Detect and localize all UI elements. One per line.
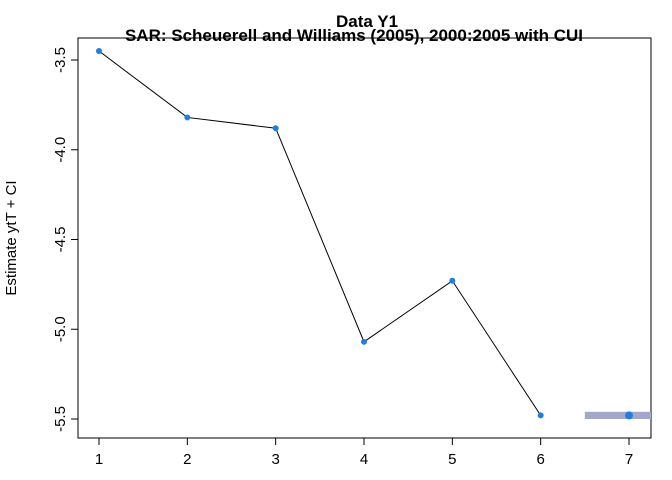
data-point <box>96 48 102 55</box>
y-tick-label: -4.0 <box>52 137 69 163</box>
chart-subtitle: SAR: Scheuerell and Williams (2005), 200… <box>125 26 583 45</box>
data-point <box>184 114 191 121</box>
data-point <box>272 125 279 132</box>
x-tick-label: 5 <box>448 451 456 468</box>
x-tick-label: 4 <box>360 451 368 468</box>
series-points-layer <box>96 48 633 420</box>
y-axis: -3.5 -4.0 -4.5 -5.0 -5.5 <box>52 47 79 432</box>
x-tick-label: 6 <box>536 451 544 468</box>
series-line <box>98 50 542 416</box>
x-tick-label: 3 <box>271 451 279 468</box>
chart-title: Data Y1 <box>336 12 398 31</box>
y-tick-label: -5.5 <box>52 406 69 432</box>
forecast-ci-band <box>584 411 651 419</box>
data-point <box>361 338 367 345</box>
series-line-layer <box>98 50 542 416</box>
x-tick-label: 2 <box>183 451 191 468</box>
y-tick-label: -5.0 <box>52 316 69 342</box>
x-axis: 1 2 3 4 5 6 7 <box>95 437 633 468</box>
x-tick-label: 7 <box>625 451 633 468</box>
plot-box <box>77 37 652 439</box>
x-tick-label: 1 <box>95 451 103 468</box>
y-axis-label: Estimate ytT + CI <box>3 180 20 295</box>
ci-band-layer <box>584 411 651 419</box>
data-point <box>449 277 456 284</box>
y-tick-label: -3.5 <box>52 47 69 73</box>
forecast-point <box>625 411 633 420</box>
data-point <box>537 412 544 419</box>
y-tick-label: -4.5 <box>52 227 69 253</box>
